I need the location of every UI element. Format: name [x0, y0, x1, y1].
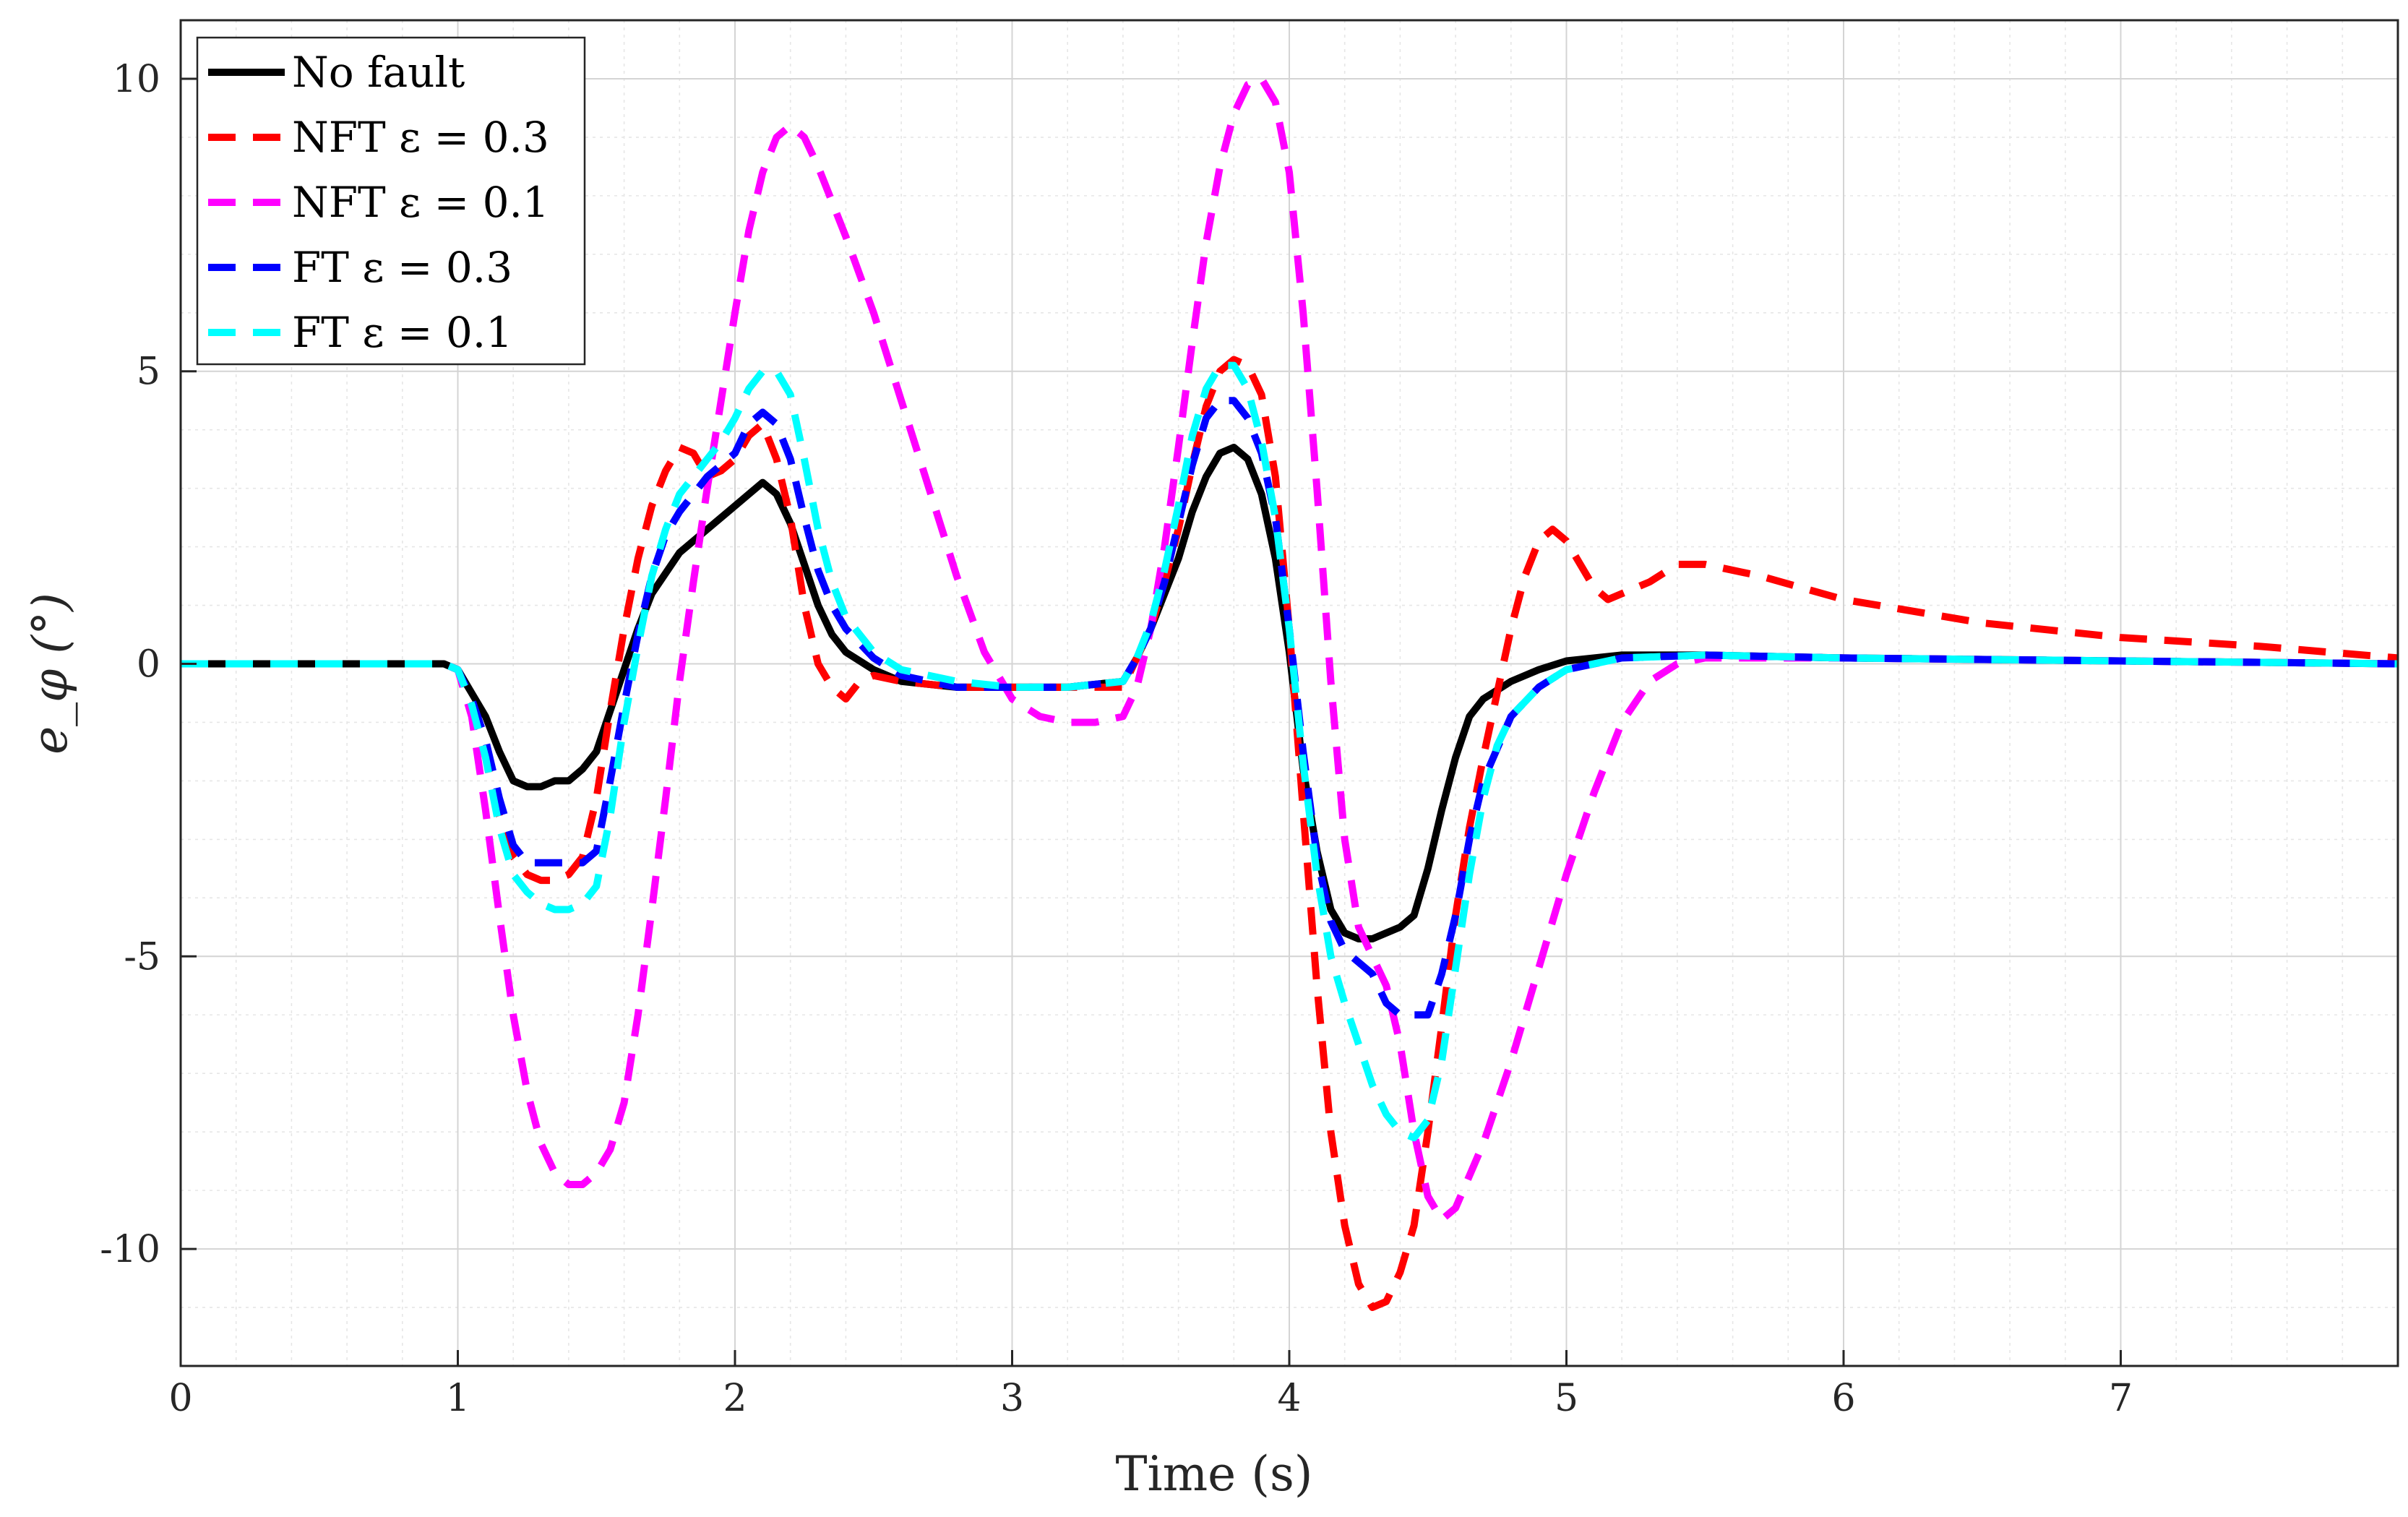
y-tick-label: -5 [124, 935, 160, 979]
series-line-2 [181, 75, 2399, 1224]
axis-ticks [179, 77, 2122, 1366]
x-tick-label: 6 [1831, 1377, 1855, 1420]
y-tick-label: 0 [137, 643, 160, 687]
legend: No fault NFT ε = 0.3 NFT ε = 0.1 FT ε = 0.3… [196, 36, 586, 366]
series-layer [181, 75, 2399, 1311]
series-line-1 [181, 356, 2399, 1311]
x-tick-label: 7 [2109, 1377, 2133, 1420]
x-tick-label: 5 [1555, 1377, 1578, 1420]
y-axis-label: e_φ (°) [22, 593, 78, 755]
x-axis-label: Time (s) [1115, 1446, 1312, 1502]
series-line-3 [181, 397, 2399, 1019]
legend-label: No fault [292, 48, 465, 97]
y-tick-label: 10 [113, 58, 160, 101]
y-tick-labels: 10 5 0 -5 -10 [100, 58, 160, 1271]
legend-label: NFT ε = 0.1 [292, 178, 549, 227]
y-tick-label: -10 [100, 1228, 160, 1271]
legend-label: FT ε = 0.3 [292, 243, 512, 292]
x-tick-label: 3 [1000, 1377, 1024, 1420]
x-tick-label: 2 [723, 1377, 747, 1420]
x-tick-label: 4 [1277, 1377, 1301, 1420]
legend-label: FT ε = 0.1 [292, 308, 512, 357]
y-tick-label: 5 [137, 351, 160, 394]
x-tick-label: 1 [446, 1377, 470, 1420]
legend-label: NFT ε = 0.3 [292, 113, 549, 162]
series-line-4 [181, 361, 2399, 1142]
x-tick-labels: 0 1 2 3 4 5 6 7 [168, 1377, 2133, 1420]
x-tick-label: 0 [168, 1377, 192, 1420]
